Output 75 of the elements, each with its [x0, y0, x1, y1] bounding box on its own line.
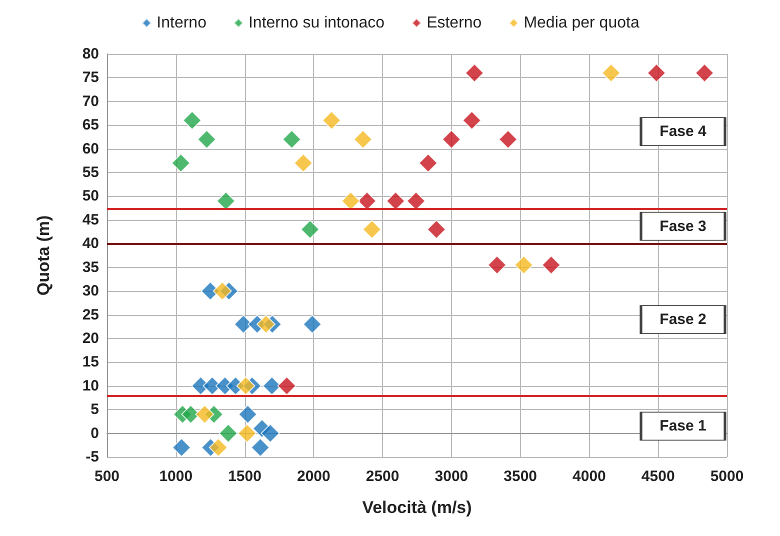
y-tick-label: 25 — [82, 306, 99, 324]
y-tick-label: 0 — [90, 424, 99, 442]
point — [498, 130, 518, 149]
point — [218, 424, 238, 443]
point — [300, 220, 320, 239]
point — [262, 376, 282, 396]
y-tick-label: 45 — [82, 211, 99, 228]
legend-label: Media per quota — [524, 14, 640, 32]
x-tick-label: 4000 — [572, 468, 606, 485]
point — [256, 314, 276, 334]
point — [464, 63, 484, 82]
point — [238, 404, 258, 424]
point — [302, 314, 322, 334]
y-tick-label: 15 — [82, 354, 99, 371]
point — [426, 220, 446, 239]
annotation: Fase 2 — [660, 311, 706, 328]
point — [282, 130, 302, 149]
point — [462, 110, 482, 130]
point — [294, 154, 313, 173]
point — [182, 110, 202, 130]
point — [646, 63, 666, 82]
point — [602, 63, 621, 82]
point — [208, 438, 228, 458]
y-tick-label: 55 — [82, 164, 99, 182]
x-tick-label: 2000 — [296, 468, 330, 485]
legend-label: Interno — [156, 14, 207, 32]
y-tick-label: 60 — [82, 140, 99, 158]
y-tick-label: 40 — [82, 235, 99, 252]
annotation: Fase 4 — [660, 123, 708, 140]
point — [181, 404, 200, 424]
annotation: Fase 1 — [660, 418, 706, 435]
x-tick-label: 1500 — [228, 468, 262, 485]
point — [514, 255, 534, 274]
y-tick-label: 35 — [82, 258, 99, 276]
y-tick-label: -5 — [86, 448, 99, 466]
x-axis-title: Velocità (m/s) — [362, 498, 472, 517]
y-tick-label: 65 — [82, 116, 99, 134]
point — [212, 282, 232, 301]
y-tick-label: 75 — [82, 69, 99, 86]
point — [695, 63, 714, 82]
point — [197, 130, 216, 149]
point — [236, 376, 256, 396]
y-tick-label: 5 — [90, 401, 99, 418]
point — [260, 424, 280, 443]
point — [172, 438, 192, 458]
point — [542, 255, 561, 274]
y-tick-label: 70 — [82, 92, 99, 110]
x-tick-label: 1000 — [159, 468, 193, 485]
point — [362, 220, 382, 239]
point — [277, 376, 296, 396]
point — [322, 110, 342, 130]
legend-label: Interno su intonaco — [248, 14, 385, 32]
y-tick-label: 80 — [82, 46, 99, 62]
y-axis-title: Quota (m) — [34, 215, 53, 296]
y-tick-label: 20 — [82, 330, 99, 347]
x-tick-label: 4500 — [641, 468, 675, 485]
annotation: Fase 3 — [660, 218, 706, 235]
point — [250, 438, 270, 458]
x-tick-label: 3000 — [434, 468, 468, 485]
point — [353, 130, 372, 149]
point — [195, 404, 214, 424]
point — [418, 154, 438, 173]
point — [488, 255, 507, 274]
point — [171, 154, 190, 173]
x-tick-label: 3500 — [504, 468, 538, 485]
y-tick-label: 10 — [82, 377, 99, 394]
legend-label: Esterno — [426, 14, 482, 32]
x-tick-label: 5000 — [710, 468, 744, 485]
x-tick-label: 2500 — [366, 468, 400, 485]
y-tick-label: 50 — [82, 188, 99, 205]
point — [442, 130, 461, 149]
point — [234, 314, 253, 334]
y-tick-label: 30 — [82, 282, 99, 300]
point — [238, 424, 257, 443]
x-tick-label: 500 — [94, 468, 120, 485]
